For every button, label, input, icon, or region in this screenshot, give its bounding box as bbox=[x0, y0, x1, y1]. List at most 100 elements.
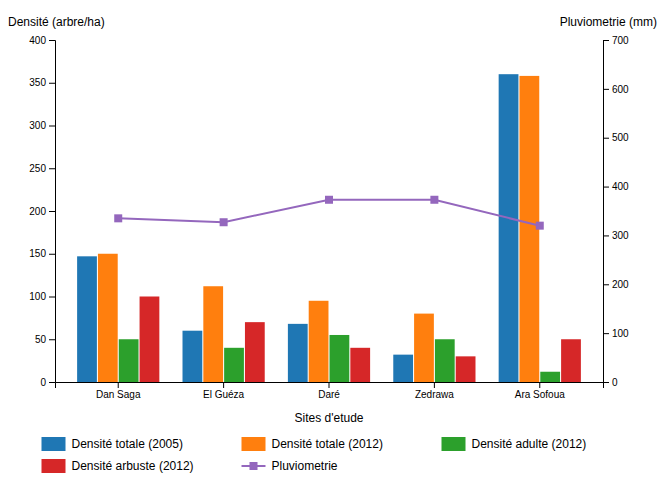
marker bbox=[220, 218, 228, 226]
marker bbox=[430, 196, 438, 204]
chart: 0 50 100 150 200 250 300 350 400 0 100 200 300 400 500… bbox=[0, 0, 663, 492]
legend-swatch bbox=[42, 459, 66, 473]
bar bbox=[224, 348, 244, 382]
tick: 0 bbox=[603, 377, 618, 388]
legend-label: Densité totale (2005) bbox=[72, 437, 183, 451]
legend-swatch bbox=[242, 437, 266, 451]
bar bbox=[540, 372, 560, 382]
tick-mark bbox=[603, 284, 609, 285]
tick-label: Zedrawa bbox=[415, 389, 454, 400]
bar bbox=[393, 355, 413, 382]
bar bbox=[288, 324, 308, 382]
tick: 300 bbox=[603, 230, 629, 241]
bar-series bbox=[77, 74, 518, 382]
bar-series bbox=[140, 297, 581, 383]
bar-series bbox=[119, 335, 560, 382]
legend: Densité totale (2005) Densité totale (201… bbox=[42, 437, 587, 473]
tick: 100 bbox=[603, 328, 629, 339]
marker bbox=[536, 222, 544, 230]
legend-item: Densité totale (2005) bbox=[42, 437, 183, 451]
tick-mark bbox=[49, 40, 55, 41]
tick-label: 400 bbox=[29, 35, 46, 46]
bar bbox=[245, 322, 265, 382]
tick-label: 0 bbox=[40, 377, 46, 388]
tick-mark bbox=[603, 138, 609, 139]
plot: 0 50 100 150 200 250 300 350 400 0 100 200 300 400 500… bbox=[29, 35, 629, 400]
bar bbox=[350, 348, 370, 382]
x-axis-title: Sites d'etude bbox=[294, 411, 363, 425]
legend-item: Densité arbuste (2012) bbox=[42, 459, 194, 473]
legend-label: Densité adulte (2012) bbox=[472, 437, 587, 451]
tick-mark bbox=[49, 211, 55, 212]
tick: Dan Saga bbox=[96, 382, 141, 400]
bar-series bbox=[98, 76, 539, 382]
tick: 500 bbox=[603, 132, 629, 143]
tick-mark bbox=[49, 254, 55, 255]
axis-line bbox=[604, 41, 610, 383]
tick-label: Dan Saga bbox=[96, 389, 141, 400]
tick-mark bbox=[603, 89, 609, 90]
tick-mark bbox=[49, 168, 55, 169]
tick-label: 300 bbox=[612, 230, 629, 241]
tick-mark bbox=[49, 382, 55, 383]
tick-label: 0 bbox=[612, 377, 618, 388]
tick-mark bbox=[603, 187, 609, 188]
bar bbox=[309, 301, 329, 382]
tick-mark bbox=[329, 382, 330, 388]
tick: 100 bbox=[29, 291, 55, 302]
tick-label: 150 bbox=[29, 248, 46, 259]
legend-item: Densité adulte (2012) bbox=[442, 437, 587, 451]
tick: Ara Sofoua bbox=[515, 382, 565, 400]
tick-label: 100 bbox=[29, 291, 46, 302]
tick-label: 50 bbox=[35, 334, 47, 345]
tick-mark bbox=[603, 235, 609, 236]
tick-mark bbox=[223, 382, 224, 388]
line-series bbox=[114, 196, 544, 230]
tick-mark bbox=[49, 297, 55, 298]
tick-mark bbox=[603, 333, 609, 334]
tick: 400 bbox=[29, 35, 55, 46]
axis-line bbox=[49, 41, 56, 383]
bar bbox=[456, 356, 476, 382]
legend-swatch bbox=[42, 437, 66, 451]
tick: 300 bbox=[29, 120, 55, 131]
tick-mark bbox=[539, 382, 540, 388]
tick: 350 bbox=[29, 77, 55, 88]
tick: 0 bbox=[40, 377, 55, 388]
legend-swatch bbox=[442, 437, 466, 451]
bar bbox=[435, 339, 455, 382]
bar bbox=[98, 254, 118, 382]
tick: Daré bbox=[318, 382, 340, 400]
legend-label: Densité arbuste (2012) bbox=[72, 459, 194, 473]
tick-label: 200 bbox=[612, 279, 629, 290]
bar bbox=[183, 331, 203, 382]
y-axis: 0 50 100 150 200 250 300 350 400 bbox=[29, 35, 55, 388]
legend-label: Densité totale (2012) bbox=[272, 437, 383, 451]
tick: 250 bbox=[29, 163, 55, 174]
tick: 150 bbox=[29, 248, 55, 259]
tick-label: 300 bbox=[29, 120, 46, 131]
axis-line bbox=[56, 383, 604, 389]
legend-item: Densité totale (2012) bbox=[242, 437, 383, 451]
bar bbox=[414, 314, 434, 382]
tick-label: 100 bbox=[612, 328, 629, 339]
tick-mark bbox=[49, 126, 55, 127]
tick-label: El Guéza bbox=[203, 389, 245, 400]
tick-mark bbox=[49, 339, 55, 340]
tick-mark bbox=[603, 40, 609, 41]
tick: 600 bbox=[603, 84, 629, 95]
legend-label: Pluviometrie bbox=[272, 459, 338, 473]
tick-mark bbox=[118, 382, 119, 388]
y2-axis: 0100200300400500600700 bbox=[603, 35, 629, 388]
tick-label: 400 bbox=[612, 181, 629, 192]
legend-item: Pluviometrie bbox=[242, 459, 338, 473]
tick-label: 600 bbox=[612, 84, 629, 95]
y2-axis-title: Pluviometrie (mm) bbox=[560, 15, 657, 29]
bar bbox=[140, 297, 160, 383]
y-axis-title: Densité (arbre/ha) bbox=[8, 15, 105, 29]
tick-label: 200 bbox=[29, 206, 46, 217]
bar bbox=[203, 286, 223, 382]
tick: 400 bbox=[603, 181, 629, 192]
tick-mark bbox=[49, 83, 55, 84]
tick-label: 500 bbox=[612, 132, 629, 143]
